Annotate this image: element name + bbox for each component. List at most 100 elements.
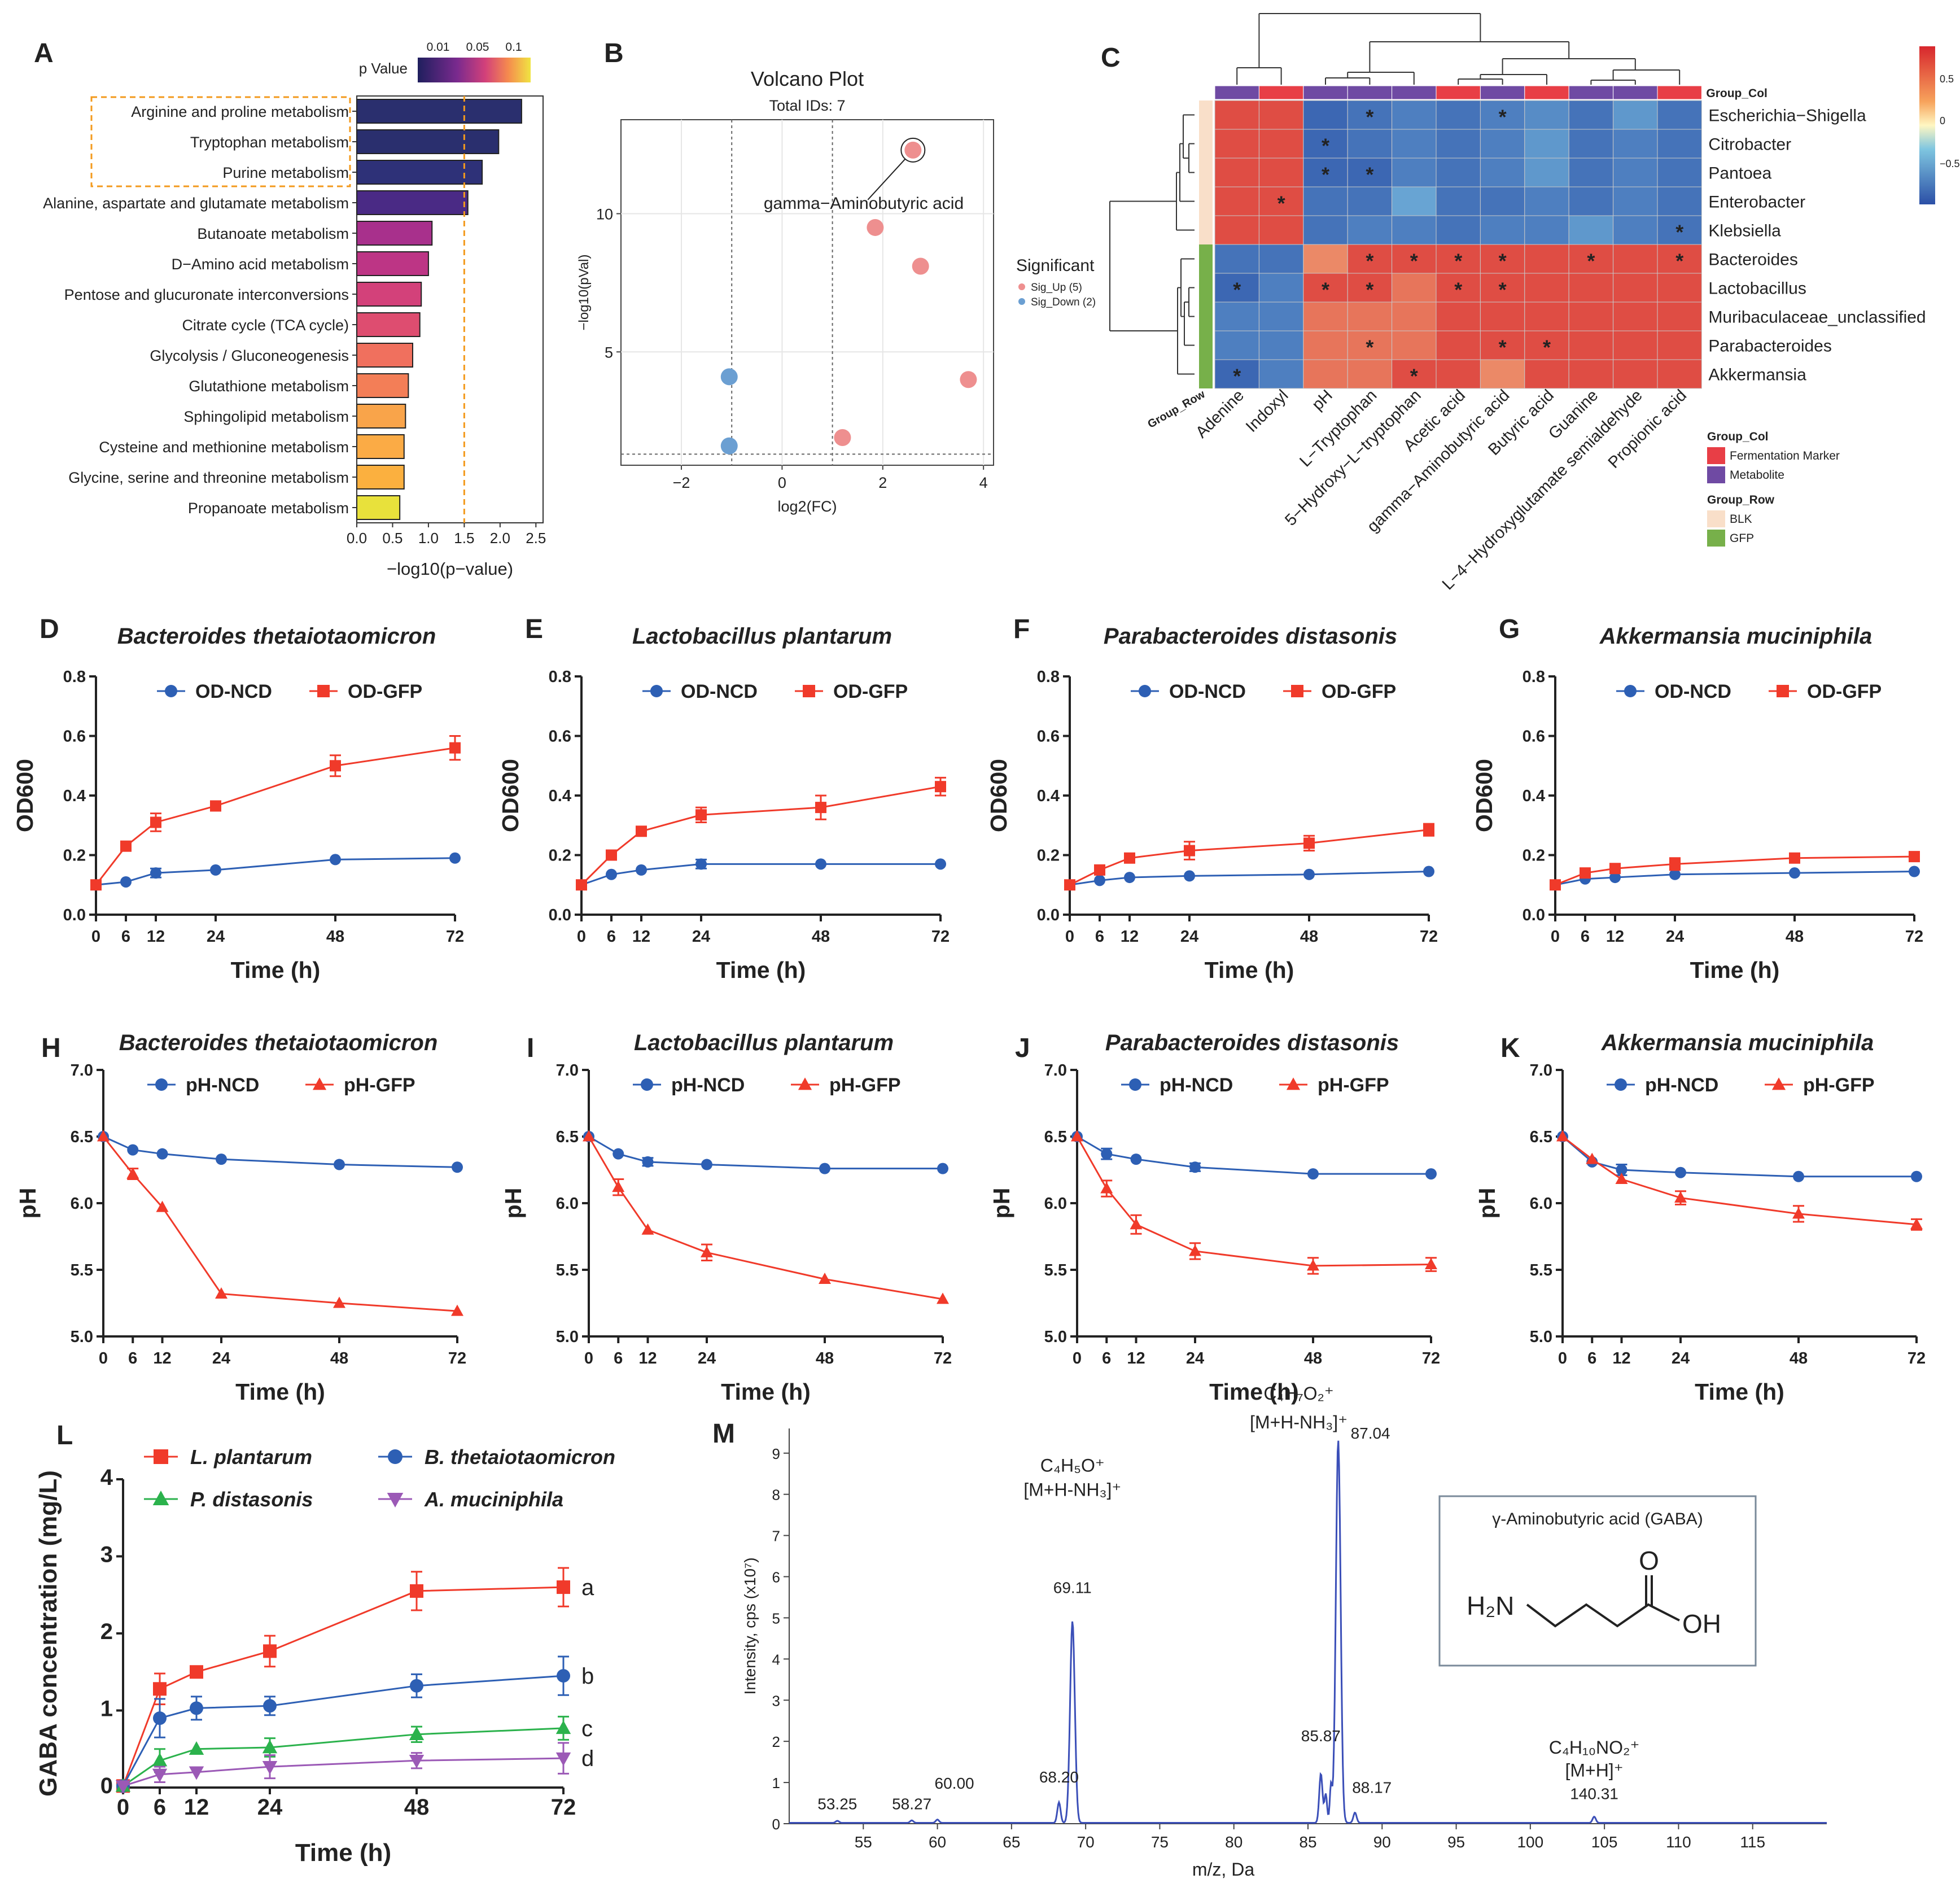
x-tick-label: 72 [1905,928,1923,946]
y-tick-label: 3 [772,1692,780,1709]
heatmap-cell [1568,100,1614,130]
x-axis-label: Time (h) [1209,1379,1299,1405]
heatmap-cell [1347,215,1393,245]
data-point [935,781,946,793]
category-label: Sphingolipid metabolism [183,408,349,425]
x-tick-label: 24 [207,928,225,946]
y-tick-label: 0.6 [1523,728,1545,746]
y-axis-label: Intensity, cps (x10⁷) [741,1557,759,1694]
y-tick-label: 0.6 [1037,728,1060,746]
significance-letter: b [581,1664,594,1689]
heatmap-cell [1303,100,1348,130]
significance-star: * [1366,106,1373,129]
bar [356,373,409,398]
peak-label: 87.04 [1351,1425,1390,1442]
x-tick-label: 48 [1300,928,1318,946]
x-tick-label: 24 [1186,1349,1204,1367]
data-point [333,1296,345,1308]
legend-marker [165,685,177,697]
x-tick-label: 12 [1121,928,1139,946]
data-point [1303,868,1315,880]
x-tick-label: 48 [812,928,830,946]
data-point [641,1223,654,1235]
heatmap-cell [1303,359,1348,389]
data-point [153,1682,167,1696]
row-group-cell [1199,158,1213,187]
heatmap-cell [1436,330,1481,360]
data-point [613,1148,624,1160]
category-label: Alanine, aspartate and glutamate metabol… [43,195,349,212]
y-tick-label: 5.5 [1044,1261,1067,1279]
data-point [409,1755,425,1769]
data-point [606,868,617,880]
y-tick-label: 6.5 [1530,1128,1552,1146]
bar [356,160,483,185]
legend-label: pH-NCD [1160,1074,1233,1096]
volcano-point [834,429,851,447]
series-line-1 [1562,1135,1917,1226]
data-point [190,1665,203,1679]
x-tick-label: 0 [117,1795,129,1820]
x-tick-label: 24 [1180,928,1198,946]
y-tick-label: 8 [772,1487,780,1504]
significance-star: * [1366,278,1373,302]
heatmap-cell [1568,273,1614,303]
data-point [97,1130,110,1142]
legend-label: pH-GFP [1803,1074,1875,1096]
significance-star: * [1322,134,1329,158]
data-point [695,858,707,870]
series-line-1 [122,1675,564,1786]
y-tick-label: 4 [772,1651,780,1668]
pvalue-colorbar [418,58,531,82]
heatmap-cell [1392,186,1437,216]
legend-up-dot [1018,283,1025,290]
x-tick-label: 12 [184,1795,209,1820]
heatmap-cell [1303,273,1348,303]
x-tick-label: 0 [584,1349,593,1367]
heatmap-cell [1436,244,1481,274]
heatmap-cell [1347,359,1393,389]
x-tick-label: 48 [1304,1349,1322,1367]
y-tick-label: 0.2 [63,847,86,865]
heatmap-cell [1258,100,1304,130]
colorbar-tick: 0.5 [1940,73,1954,85]
significance-letter: d [581,1746,594,1771]
x-tick-label: 48 [816,1349,834,1367]
legend-label: pH-GFP [1318,1074,1389,1096]
y-tick-label: 0.8 [1523,668,1545,686]
legend-marker [1624,685,1637,697]
y-tick-label: 7.0 [556,1061,579,1080]
category-label: Glycolysis / Gluconeogenesis [150,347,349,364]
y-tick-label: 6.0 [1530,1195,1552,1213]
group-col-title: Group_Col [1707,430,1769,443]
legend-label: OD-GFP [833,681,908,702]
legend-title: p Value [359,60,408,77]
series-line-1 [95,747,456,886]
row-group-cell [1199,331,1213,360]
legend-label: L. plantarum [190,1445,312,1469]
significance-letter: c [581,1716,593,1741]
row-label: Pantoea [1708,164,1771,183]
x-tick-label: 6 [607,928,616,946]
heatmap-cell [1613,273,1658,303]
data-point [127,1144,139,1156]
significance-star: * [1454,250,1462,273]
x-tick-label: 48 [1790,1349,1808,1367]
x-axis-label: Time (h) [295,1839,391,1867]
data-point [1789,867,1800,879]
data-point [1303,837,1315,849]
legend-label: OD-GFP [348,681,422,702]
x-tick-label: 72 [551,1795,576,1820]
x-tick-label: 72 [934,1349,952,1367]
row-group-cell [1199,101,1213,129]
x-tick-label: 48 [330,1349,348,1367]
y-tick-label: 4 [100,1465,113,1490]
y-tick-label: 0.8 [1037,668,1060,686]
x-tick-label: 12 [147,928,165,946]
category-label: Propanoate metabolism [188,500,349,517]
data-point [695,809,707,821]
data-point [583,1130,595,1142]
heatmap-cell [1258,273,1304,303]
